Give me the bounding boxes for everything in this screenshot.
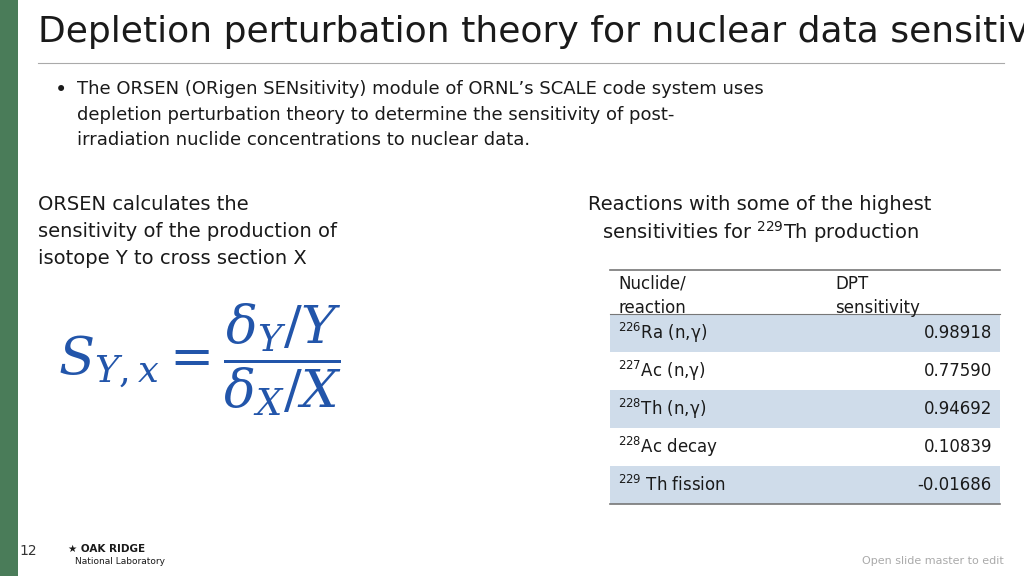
Bar [0,0,18,576]
Text: Open slide master to edit: Open slide master to edit [862,556,1004,566]
Text: $^{229}$ Th fission: $^{229}$ Th fission [618,475,726,495]
Text: 0.10839: 0.10839 [924,438,992,456]
Text: The ORSEN (ORigen SENsitivity) module of ORNL’s SCALE code system uses
depletion: The ORSEN (ORigen SENsitivity) module of… [77,80,764,149]
Text: 0.77590: 0.77590 [924,362,992,380]
Text: DPT
sensitivity: DPT sensitivity [835,275,920,317]
Text: •: • [55,80,68,100]
Text: ★ OAK RIDGE: ★ OAK RIDGE [68,544,145,554]
Text: -0.01686: -0.01686 [918,476,992,494]
Bar [610,390,1000,428]
Text: $^{226}$Ra (n,γ): $^{226}$Ra (n,γ) [618,321,708,345]
Text: Nuclide/
reaction: Nuclide/ reaction [618,275,686,317]
Text: $^{228}$Ac decay: $^{228}$Ac decay [618,435,718,459]
Text: 12: 12 [19,544,37,558]
Bar [610,314,1000,352]
Text: ORSEN calculates the
sensitivity of the production of
isotope Y to cross section: ORSEN calculates the sensitivity of the … [38,195,337,268]
Text: 0.98918: 0.98918 [924,324,992,342]
Text: 0.94692: 0.94692 [924,400,992,418]
Text: National Laboratory: National Laboratory [75,557,165,566]
Text: $^{227}$Ac (n,γ): $^{227}$Ac (n,γ) [618,359,706,383]
Text: Depletion perturbation theory for nuclear data sensitivity: Depletion perturbation theory for nuclea… [38,15,1024,49]
Bar [610,466,1000,504]
Text: $\mathit{S}_{Y,x}=\dfrac{\delta_Y/Y}{\delta_X/X}$: $\mathit{S}_{Y,x}=\dfrac{\delta_Y/Y}{\de… [58,302,342,418]
Text: $^{228}$Th (n,γ): $^{228}$Th (n,γ) [618,397,707,421]
Text: Reactions with some of the highest: Reactions with some of the highest [589,195,932,214]
Text: sensitivities for $^{229}$Th production: sensitivities for $^{229}$Th production [601,219,919,245]
